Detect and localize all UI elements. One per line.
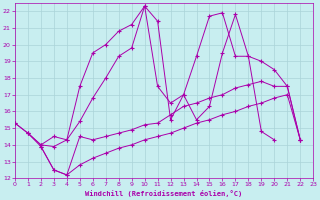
X-axis label: Windchill (Refroidissement éolien,°C): Windchill (Refroidissement éolien,°C)	[85, 190, 243, 197]
